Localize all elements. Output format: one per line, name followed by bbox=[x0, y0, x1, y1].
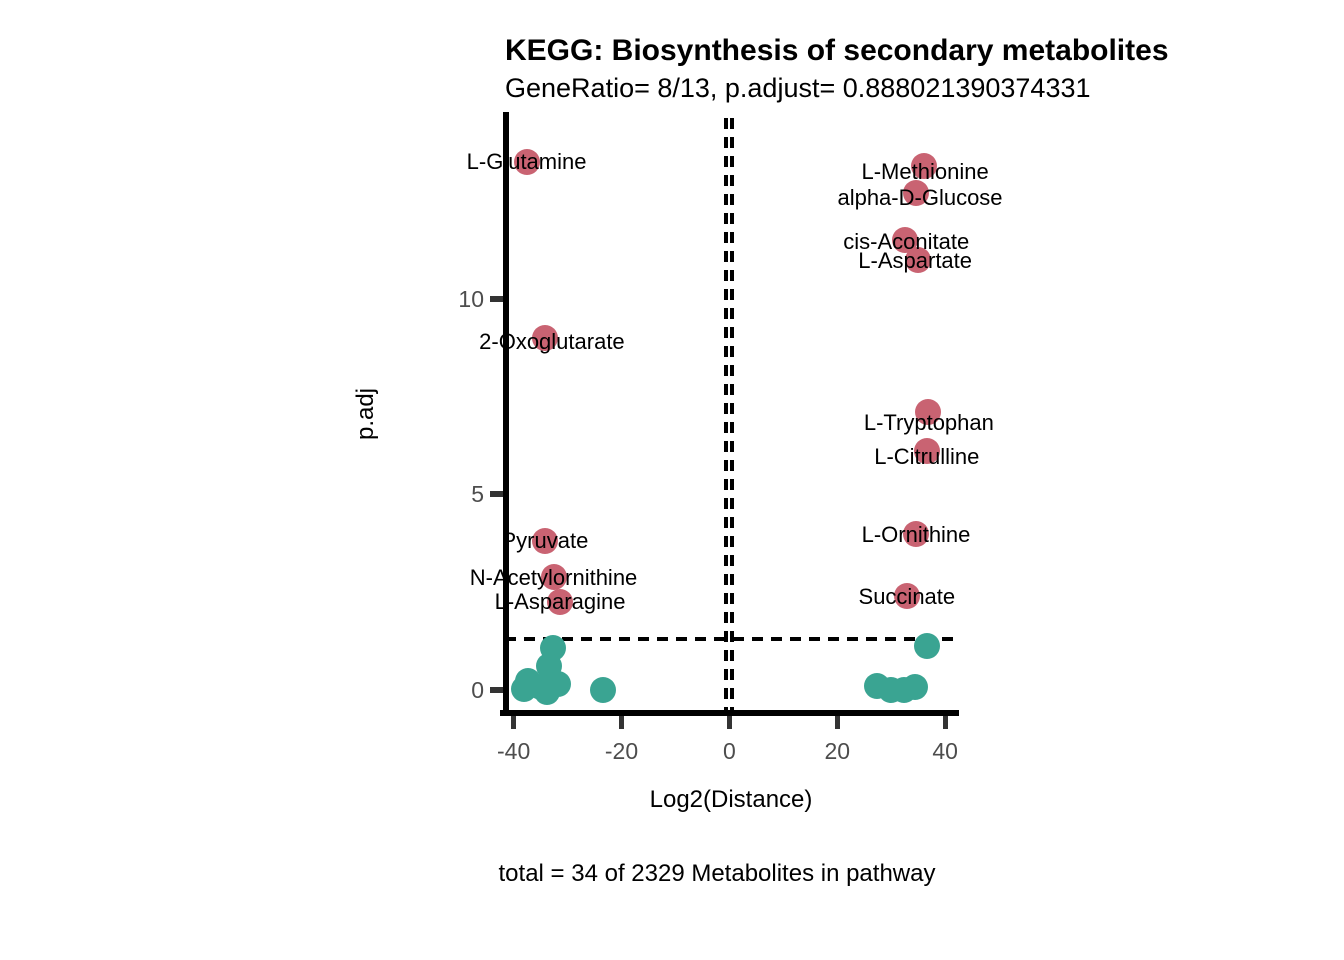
y-tick bbox=[490, 295, 503, 302]
data-point-significant bbox=[540, 563, 567, 590]
point-label: L-Ornithine bbox=[861, 521, 971, 547]
y-tick-label: 10 bbox=[458, 285, 484, 312]
point-label: alpha-D-Glucose bbox=[837, 185, 1003, 211]
point-label: cis-Aconitate bbox=[843, 229, 970, 255]
point-label: L-Aspartate bbox=[858, 247, 973, 273]
data-point-significant bbox=[911, 152, 938, 179]
point-label: L-Tryptophan bbox=[863, 410, 994, 436]
point-label: Pyruvate bbox=[501, 528, 589, 554]
x-tick-label: 0 bbox=[722, 738, 736, 764]
point-label: L-Asparagine bbox=[494, 588, 626, 614]
data-point-significant bbox=[903, 180, 929, 207]
x-tick bbox=[511, 716, 517, 729]
point-label: L-Citrulline bbox=[874, 444, 980, 470]
data-point-nonsignificant bbox=[533, 678, 560, 705]
x-tick bbox=[726, 716, 732, 729]
point-label: N-Acetylornithine bbox=[469, 564, 638, 590]
x-axis-line bbox=[500, 710, 959, 716]
x-axis-title: Log2(Distance) bbox=[649, 786, 813, 813]
data-point-significant bbox=[905, 246, 932, 273]
y-tick-label: 5 bbox=[471, 481, 484, 508]
data-point-significant bbox=[513, 148, 540, 175]
data-point-significant bbox=[893, 583, 920, 610]
x-tick bbox=[619, 716, 624, 729]
x-tick-label: -40 bbox=[497, 738, 531, 764]
y-tick bbox=[490, 491, 503, 498]
data-point-significant bbox=[914, 399, 941, 426]
data-point-significant bbox=[531, 528, 558, 555]
significance-threshold-hline bbox=[505, 637, 957, 642]
y-tick bbox=[490, 686, 503, 693]
fold-change-threshold-vline bbox=[724, 118, 729, 710]
data-point-significant bbox=[531, 324, 558, 351]
data-point-significant bbox=[547, 588, 574, 615]
x-tick bbox=[942, 716, 948, 729]
x-tick-label: 40 bbox=[932, 738, 958, 764]
point-label: Succinate bbox=[858, 584, 956, 610]
data-point-significant bbox=[913, 438, 940, 465]
chart-subtitle: GeneRatio= 8/13, p.adjust= 0.88802139037… bbox=[505, 73, 1091, 103]
point-label: 2-Oxoglutarate bbox=[479, 328, 625, 354]
x-tick bbox=[834, 716, 840, 729]
data-point-significant bbox=[903, 520, 929, 547]
x-tick-label: -20 bbox=[604, 738, 639, 764]
chart-title: KEGG: Biosynthesis of secondary metaboli… bbox=[505, 34, 1169, 67]
point-label: L-Methionine bbox=[861, 158, 989, 184]
fold-change-threshold-vline bbox=[730, 118, 735, 710]
caption: total = 34 of 2329 Metabolites in pathwa… bbox=[498, 860, 936, 887]
data-point-nonsignificant bbox=[901, 673, 928, 700]
y-tick-label: 0 bbox=[471, 676, 484, 703]
x-tick-label: 20 bbox=[824, 738, 851, 764]
point-label: L-Glutamine bbox=[466, 148, 587, 174]
data-point-nonsignificant bbox=[589, 676, 616, 703]
data-point-nonsignificant bbox=[913, 632, 940, 659]
y-axis-line bbox=[503, 112, 509, 716]
